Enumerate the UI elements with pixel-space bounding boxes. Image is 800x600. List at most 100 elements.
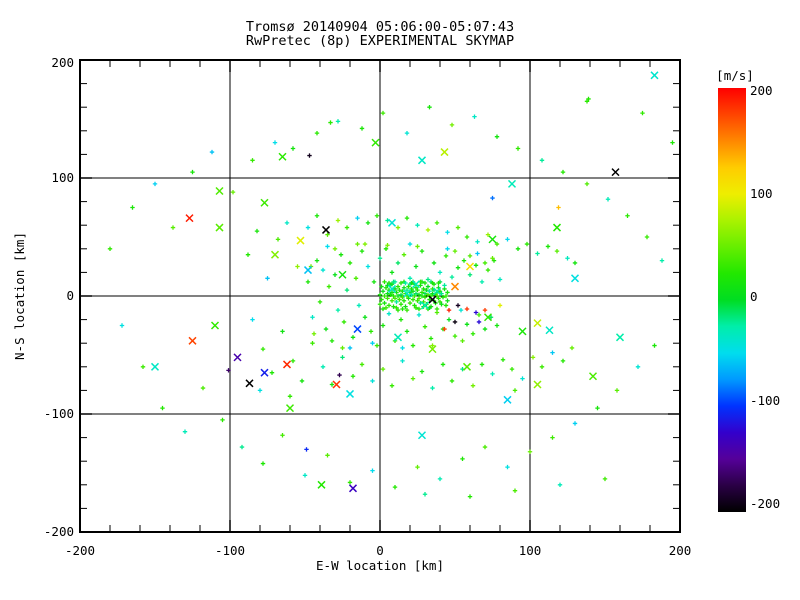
scatter-point-plus: [475, 239, 480, 244]
scatter-point-plus: [476, 319, 482, 325]
scatter-point-plus: [290, 358, 296, 364]
scatter-point-plus: [220, 417, 225, 423]
scatter-point-plus: [560, 169, 566, 175]
scatter-point-plus: [355, 241, 360, 247]
scatter-point-plus: [431, 260, 437, 266]
scatter-point-plus: [602, 476, 608, 482]
scatter-point-plus: [445, 230, 450, 235]
scatter-point-x: [285, 404, 295, 413]
scatter-point-plus: [380, 110, 386, 116]
scatter-point-plus: [464, 322, 470, 327]
scatter-point-plus: [425, 284, 431, 289]
scatter-point-x: [215, 186, 224, 196]
scatter-point-plus: [359, 248, 365, 254]
scatter-point-plus: [416, 306, 422, 312]
scatter-point-plus: [614, 388, 620, 393]
scatter-point-plus: [365, 220, 371, 226]
scatter-point-plus: [485, 267, 491, 273]
scatter-point-plus: [200, 385, 206, 391]
scatter-point-plus: [464, 234, 470, 240]
scatter-point-plus: [275, 237, 281, 242]
scatter-point-plus: [310, 341, 315, 346]
scatter-point-x: [570, 274, 580, 283]
scatter-point-plus: [605, 197, 611, 202]
scatter-point-plus: [410, 289, 416, 294]
scatter-point-plus: [473, 263, 479, 268]
y-tick-label: 0: [66, 288, 74, 303]
scatter-point-plus: [365, 264, 371, 269]
scatter-point-plus: [317, 299, 323, 305]
scatter-point-plus: [406, 296, 411, 301]
scatter-point-plus: [392, 484, 398, 490]
scatter-point-plus: [350, 374, 356, 379]
scatter-point-plus: [452, 319, 458, 325]
scatter-point-plus: [260, 346, 266, 352]
scatter-point-plus: [320, 267, 326, 273]
scatter-point-x: [260, 368, 269, 377]
scatter-point-plus: [290, 146, 296, 151]
scatter-point-plus: [413, 291, 419, 296]
scatter-point-plus: [422, 294, 428, 300]
scatter-point-plus: [314, 213, 320, 218]
scatter-point-x: [393, 333, 403, 342]
scatter-point-plus: [335, 218, 341, 223]
scatter-point-plus: [325, 453, 330, 458]
scatter-point-plus: [494, 323, 500, 328]
scatter-point-plus: [415, 298, 420, 303]
scatter-point-plus: [401, 285, 407, 290]
scatter-point-plus: [398, 280, 404, 286]
scatter-point-plus: [380, 306, 386, 312]
scatter-point-plus: [245, 252, 251, 257]
scatter-point-plus: [355, 215, 360, 221]
scatter-point-x: [488, 235, 497, 244]
scatter-point-plus: [482, 307, 488, 313]
scatter-point-plus: [437, 476, 443, 482]
scatter-point-plus: [350, 335, 356, 340]
scatter-point-plus: [374, 343, 380, 348]
scatter-point-plus: [383, 305, 389, 310]
scatter-point-plus: [586, 96, 591, 102]
scatter-point-x: [188, 336, 197, 345]
scatter-point-plus: [407, 276, 413, 281]
scatter-point-plus: [410, 376, 416, 381]
y-tick-label: 100: [51, 170, 74, 185]
scatter-point-plus: [130, 205, 135, 210]
scatter-point-plus: [385, 291, 390, 296]
scatter-point-x: [552, 223, 562, 232]
scatter-point-x: [518, 327, 527, 336]
scatter-point-plus: [368, 329, 374, 334]
scatter-point-plus: [302, 473, 308, 478]
scatter-point-plus: [359, 362, 365, 367]
scatter-point-plus: [250, 317, 255, 322]
scatter-point-plus: [449, 378, 455, 384]
scatter-point-plus: [170, 225, 176, 230]
scatter-point-plus: [460, 456, 465, 462]
scatter-point-plus: [386, 280, 392, 286]
scatter-point-plus: [416, 312, 422, 318]
scatter-point-plus: [500, 357, 506, 362]
y-tick-label: 200: [51, 55, 74, 70]
scatter-point-plus: [382, 279, 387, 285]
scatter-point-plus: [535, 251, 540, 256]
scatter-point-plus: [428, 336, 434, 341]
scatter-point-plus: [395, 284, 401, 289]
scatter-point-plus: [287, 394, 293, 399]
scatter-point-plus: [461, 258, 467, 263]
scatter-point-x: [440, 148, 449, 157]
scatter-point-plus: [226, 368, 231, 373]
scatter-point-plus: [338, 252, 344, 257]
scatter-point-plus: [326, 284, 332, 289]
scatter-point-plus: [412, 293, 417, 299]
scatter-point-plus: [370, 468, 375, 473]
scatter-point-plus: [401, 252, 407, 257]
scatter-point-x: [260, 198, 269, 207]
scatter-point-plus: [401, 298, 407, 303]
scatter-point-x: [432, 287, 442, 296]
scatter-point-plus: [437, 270, 443, 275]
scatter-point-plus: [467, 253, 473, 259]
scatter-point-x: [332, 380, 341, 389]
scatter-point-plus: [280, 433, 285, 438]
scatter-point-plus: [427, 105, 432, 110]
x-tick-label: 100: [519, 543, 542, 558]
scatter-point-plus: [389, 383, 395, 388]
